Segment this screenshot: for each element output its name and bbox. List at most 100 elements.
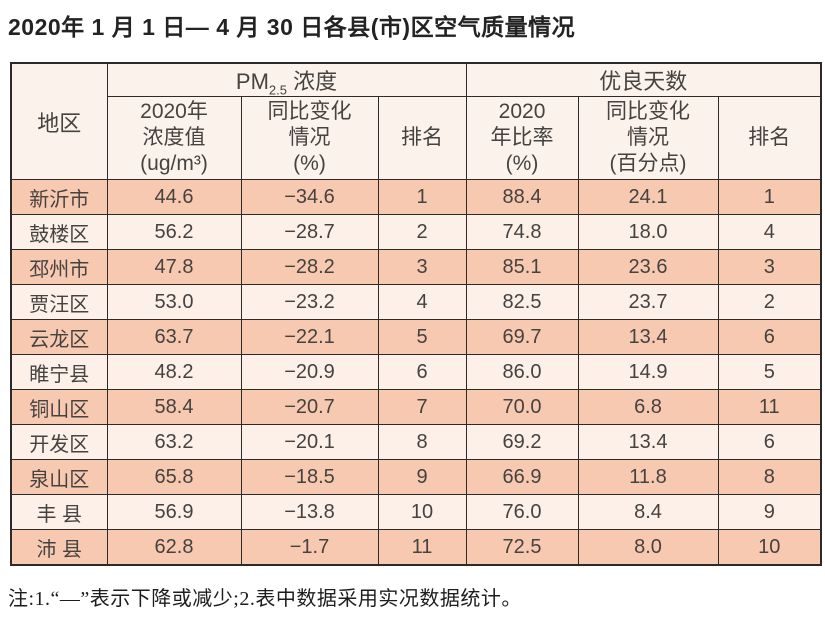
good-rank-cell: 6 bbox=[717, 424, 822, 460]
header-good-days-group: 优良天数 bbox=[465, 62, 822, 97]
pm25-value-cell: 48.2 bbox=[106, 354, 242, 390]
pm25-change-cell: −13.8 bbox=[240, 494, 379, 530]
good-rank-cell: 3 bbox=[717, 249, 822, 285]
table-row: 泉山区 65.8 −18.5 9 66.9 11.8 8 bbox=[10, 459, 822, 495]
header-pm25-value: 2020年 浓度值 (ug/m³) bbox=[106, 96, 242, 180]
pm25-rank-cell: 9 bbox=[377, 459, 467, 495]
good-rank-cell: 2 bbox=[717, 284, 822, 320]
pm25-change-cell: −34.6 bbox=[240, 179, 379, 215]
region-cell: 云龙区 bbox=[10, 319, 108, 355]
table-row: 邳州市 47.8 −28.2 3 85.1 23.6 3 bbox=[10, 249, 822, 285]
good-change-cell: 8.0 bbox=[577, 529, 719, 566]
good-change-cell: 24.1 bbox=[577, 179, 719, 215]
table-row: 开发区 63.2 −20.1 8 69.2 13.4 6 bbox=[10, 424, 822, 460]
good-rank-cell: 1 bbox=[717, 179, 822, 215]
pm25-change-cell: −20.7 bbox=[240, 389, 379, 425]
pm25-value-cell: 63.2 bbox=[106, 424, 242, 460]
air-quality-table: 地区 PM2.5 浓度 优良天数 2020年 浓度值 (ug/m³) 同比变化 … bbox=[10, 62, 823, 566]
header-pm25-rank: 排名 bbox=[377, 96, 467, 180]
pm25-change-cell: −28.7 bbox=[240, 214, 379, 250]
header-region: 地区 bbox=[10, 62, 108, 180]
header-good-rank: 排名 bbox=[717, 96, 822, 180]
pm25-label-suffix: 浓度 bbox=[286, 69, 338, 94]
good-rate-cell: 69.2 bbox=[465, 424, 579, 460]
good-rate-cell: 88.4 bbox=[465, 179, 579, 215]
table-row: 鼓楼区 56.2 −28.7 2 74.8 18.0 4 bbox=[10, 214, 822, 250]
header-group-row: 地区 PM2.5 浓度 优良天数 bbox=[10, 62, 822, 180]
pm25-rank-cell: 6 bbox=[377, 354, 467, 390]
good-rank-cell: 10 bbox=[717, 529, 822, 566]
pm25-value-cell: 58.4 bbox=[106, 389, 242, 425]
pm25-change-cell: −28.2 bbox=[240, 249, 379, 285]
good-rate-cell: 82.5 bbox=[465, 284, 579, 320]
good-rate-cell: 76.0 bbox=[465, 494, 579, 530]
good-rate-cell: 66.9 bbox=[465, 459, 579, 495]
region-cell: 新沂市 bbox=[10, 179, 108, 215]
good-rate-cell: 69.7 bbox=[465, 319, 579, 355]
good-rank-cell: 8 bbox=[717, 459, 822, 495]
good-rank-cell: 5 bbox=[717, 354, 822, 390]
good-rate-cell: 85.1 bbox=[465, 249, 579, 285]
good-change-cell: 23.7 bbox=[577, 284, 719, 320]
page-title: 2020年 1 月 1 日— 4 月 30 日各县(市)区空气质量情况 bbox=[8, 14, 576, 40]
pm25-change-cell: −18.5 bbox=[240, 459, 379, 495]
good-rank-cell: 6 bbox=[717, 319, 822, 355]
table-row: 贾汪区 53.0 −23.2 4 82.5 23.7 2 bbox=[10, 284, 822, 320]
region-cell: 睢宁县 bbox=[10, 354, 108, 390]
pm25-value-cell: 56.9 bbox=[106, 494, 242, 530]
pm25-rank-cell: 5 bbox=[377, 319, 467, 355]
header-good-change: 同比变化 情况 (百分点) bbox=[577, 96, 719, 180]
region-cell: 开发区 bbox=[10, 424, 108, 460]
pm25-value-cell: 63.7 bbox=[106, 319, 242, 355]
pm25-value-cell: 56.2 bbox=[106, 214, 242, 250]
pm25-change-cell: −20.9 bbox=[240, 354, 379, 390]
good-rate-cell: 74.8 bbox=[465, 214, 579, 250]
good-change-cell: 13.4 bbox=[577, 319, 719, 355]
table-header: 地区 PM2.5 浓度 优良天数 2020年 浓度值 (ug/m³) 同比变化 … bbox=[10, 62, 822, 180]
pm25-rank-cell: 11 bbox=[377, 529, 467, 566]
region-cell: 邳州市 bbox=[10, 249, 108, 285]
pm25-rank-cell: 10 bbox=[377, 494, 467, 530]
table-row: 睢宁县 48.2 −20.9 6 86.0 14.9 5 bbox=[10, 354, 822, 390]
good-rank-cell: 11 bbox=[717, 389, 822, 425]
region-cell: 沛 县 bbox=[10, 529, 108, 566]
good-change-cell: 11.8 bbox=[577, 459, 719, 495]
pm25-value-cell: 47.8 bbox=[106, 249, 242, 285]
footnote: 注:1.“—”表示下降或减少;2.表中数据采用实况数据统计。 bbox=[8, 588, 522, 610]
good-change-cell: 13.4 bbox=[577, 424, 719, 460]
pm25-change-cell: −23.2 bbox=[240, 284, 379, 320]
pm25-change-cell: −20.1 bbox=[240, 424, 379, 460]
good-change-cell: 6.8 bbox=[577, 389, 719, 425]
pm25-change-cell: −22.1 bbox=[240, 319, 379, 355]
pm25-rank-cell: 7 bbox=[377, 389, 467, 425]
pm25-label-prefix: PM bbox=[235, 69, 269, 94]
pm25-change-cell: −1.7 bbox=[240, 529, 379, 566]
table-body: 新沂市 44.6 −34.6 1 88.4 24.1 1 鼓楼区 56.2 −2… bbox=[10, 179, 822, 566]
pm25-label-subscript: 2.5 bbox=[268, 82, 287, 98]
region-cell: 泉山区 bbox=[10, 459, 108, 495]
table-row: 云龙区 63.7 −22.1 5 69.7 13.4 6 bbox=[10, 319, 822, 355]
good-rate-cell: 70.0 bbox=[465, 389, 579, 425]
region-cell: 丰 县 bbox=[10, 494, 108, 530]
pm25-value-cell: 53.0 bbox=[106, 284, 242, 320]
region-cell: 鼓楼区 bbox=[10, 214, 108, 250]
region-cell: 贾汪区 bbox=[10, 284, 108, 320]
good-change-cell: 8.4 bbox=[577, 494, 719, 530]
pm25-rank-cell: 3 bbox=[377, 249, 467, 285]
header-pm25-group: PM2.5 浓度 bbox=[106, 62, 467, 98]
pm25-rank-cell: 1 bbox=[377, 179, 467, 215]
pm25-value-cell: 65.8 bbox=[106, 459, 242, 495]
region-cell: 铜山区 bbox=[10, 389, 108, 425]
good-change-cell: 14.9 bbox=[577, 354, 719, 390]
header-pm25-change: 同比变化 情况 (%) bbox=[240, 96, 379, 180]
header-good-rate: 2020 年比率 (%) bbox=[465, 96, 579, 180]
good-rank-cell: 4 bbox=[717, 214, 822, 250]
table-row: 沛 县 62.8 −1.7 11 72.5 8.0 10 bbox=[10, 529, 822, 566]
table-row: 丰 县 56.9 −13.8 10 76.0 8.4 9 bbox=[10, 494, 822, 530]
good-rate-cell: 72.5 bbox=[465, 529, 579, 566]
table-row: 铜山区 58.4 −20.7 7 70.0 6.8 11 bbox=[10, 389, 822, 425]
good-change-cell: 18.0 bbox=[577, 214, 719, 250]
table-row: 新沂市 44.6 −34.6 1 88.4 24.1 1 bbox=[10, 179, 822, 215]
good-change-cell: 23.6 bbox=[577, 249, 719, 285]
